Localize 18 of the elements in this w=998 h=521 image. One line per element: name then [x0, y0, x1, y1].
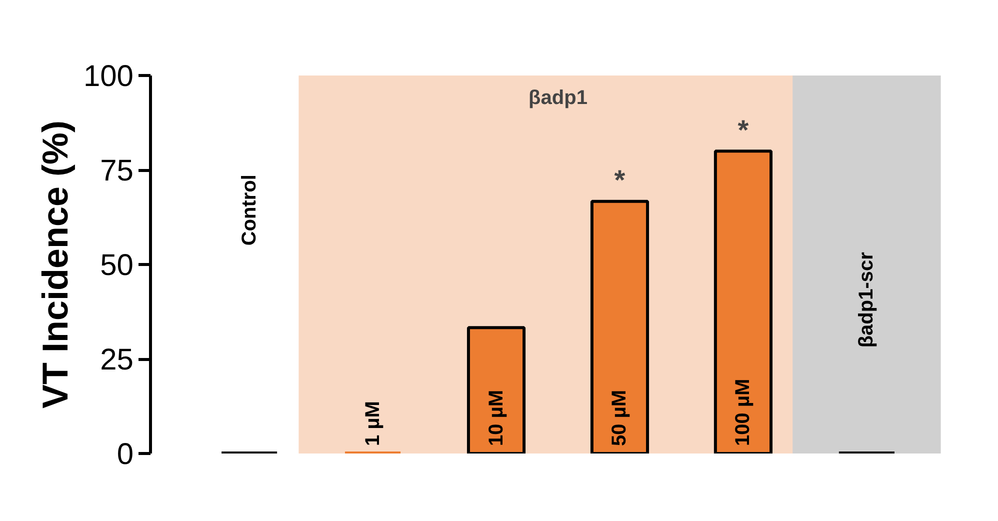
bar	[714, 150, 773, 454]
annotation: *	[738, 114, 749, 146]
x-tick-label: 50 µM	[608, 390, 631, 446]
y-tick-label: 75	[100, 154, 134, 188]
x-tick-label: 10 µM	[485, 390, 508, 446]
y-tick-label: 25	[100, 344, 134, 376]
y-tick-label: 100	[83, 60, 134, 93]
y-tick-label: 50	[100, 249, 134, 282]
x-tick-label: 1 µM	[362, 401, 384, 446]
y-axis-title: VT Incidence (%)	[34, 120, 76, 409]
x-tick-label: Control	[238, 174, 260, 246]
bar	[466, 326, 526, 454]
annotation: *	[614, 164, 626, 196]
bar	[590, 200, 650, 454]
x-tick-label: βadp1-scr	[856, 252, 878, 348]
x-tick-label: 100 µM	[732, 378, 754, 446]
band-label: βadp1	[528, 86, 588, 109]
y-tick-label: 0	[116, 438, 134, 471]
